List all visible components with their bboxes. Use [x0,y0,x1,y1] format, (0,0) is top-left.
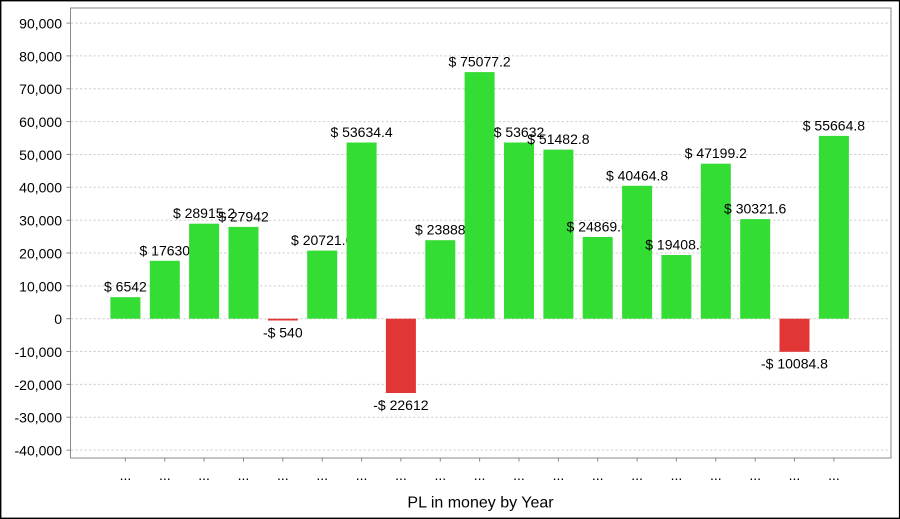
svg-text:PL in money by Year: PL in money by Year [407,495,554,512]
svg-text:$ 20721.6: $ 20721.6 [291,232,353,248]
svg-text:$ 23888: $ 23888 [415,222,466,238]
svg-text:...: ... [277,467,289,483]
svg-text:$ 75077.2: $ 75077.2 [448,54,510,70]
svg-text:$ 28915.2: $ 28915.2 [173,205,235,221]
svg-text:$ 55664.8: $ 55664.8 [803,117,865,133]
svg-text:-10,000: -10,000 [15,344,63,360]
svg-text:0: 0 [54,311,62,327]
svg-text:...: ... [238,467,250,483]
svg-text:...: ... [828,467,840,483]
svg-text:40,000: 40,000 [19,180,62,196]
svg-text:20,000: 20,000 [19,245,62,261]
svg-text:$ 51482.8: $ 51482.8 [527,131,589,147]
svg-text:$ 53634.4: $ 53634.4 [330,124,392,140]
svg-text:...: ... [434,467,446,483]
svg-text:-20,000: -20,000 [15,377,63,393]
svg-text:...: ... [631,467,643,483]
svg-text:30,000: 30,000 [19,213,62,229]
svg-text:$ 53632: $ 53632 [494,124,545,140]
svg-text:$ 47199.2: $ 47199.2 [685,145,747,161]
svg-text:50,000: 50,000 [19,147,62,163]
svg-text:-$ 10084.8: -$ 10084.8 [761,356,828,372]
svg-text:$ 6542: $ 6542 [104,279,147,295]
svg-text:...: ... [395,467,407,483]
svg-text:-30,000: -30,000 [15,410,63,426]
svg-text:60,000: 60,000 [19,114,62,130]
svg-text:$ 40464.8: $ 40464.8 [606,167,668,183]
svg-text:...: ... [710,467,722,483]
svg-text:-40,000: -40,000 [15,443,63,459]
svg-text:...: ... [474,467,486,483]
svg-text:80,000: 80,000 [19,48,62,64]
svg-text:$ 27942: $ 27942 [218,208,269,224]
svg-text:...: ... [513,467,525,483]
svg-text:...: ... [159,467,171,483]
svg-text:...: ... [120,467,132,483]
svg-text:...: ... [749,467,761,483]
svg-text:-$ 540: -$ 540 [263,324,303,340]
svg-text:...: ... [553,467,565,483]
svg-text:...: ... [789,467,801,483]
svg-text:$ 24869.6: $ 24869.6 [567,219,629,235]
svg-text:90,000: 90,000 [19,16,62,32]
svg-text:...: ... [671,467,683,483]
svg-text:...: ... [198,467,210,483]
svg-text:10,000: 10,000 [19,278,62,294]
svg-text:-$ 22612: -$ 22612 [373,397,428,413]
svg-text:$ 17630: $ 17630 [139,242,190,258]
svg-text:$ 19408.8: $ 19408.8 [645,237,707,253]
svg-text:...: ... [592,467,604,483]
svg-text:$ 30321.6: $ 30321.6 [724,201,786,217]
svg-text:70,000: 70,000 [19,81,62,97]
svg-text:...: ... [356,467,368,483]
svg-text:...: ... [316,467,328,483]
